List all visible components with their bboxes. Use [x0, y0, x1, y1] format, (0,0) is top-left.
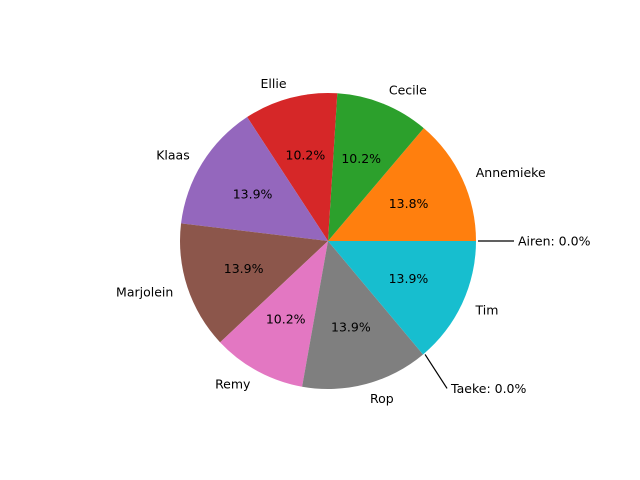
slice-percent-ellie: 10.2%	[286, 148, 326, 163]
slice-percent-cecile: 10.2%	[341, 151, 381, 166]
slice-label-remy: Remy	[215, 377, 251, 392]
slice-label-rop: Rop	[370, 391, 394, 406]
slice-percent-rop: 13.9%	[331, 319, 371, 334]
percent-labels: 13.8% 10.2% 10.2% 13.9% 13.9% 10.2% 13.9% 13.9%	[224, 148, 429, 335]
slice-label-klaas: Klaas	[156, 148, 190, 163]
slice-tim	[328, 241, 476, 355]
slice-klaas	[181, 117, 328, 241]
slice-label-annemieke: Annemieke	[476, 165, 546, 180]
slice-percent-klaas: 13.9%	[233, 187, 273, 202]
slice-percent-annemieke: 13.8%	[389, 196, 429, 211]
slice-label-marjolein: Marjolein	[116, 284, 173, 299]
callout-label-taeke: Taeke: 0.0%	[450, 381, 526, 396]
pie-slices	[180, 93, 476, 389]
slice-cecile	[328, 93, 424, 241]
slice-label-tim: Tim	[475, 302, 499, 317]
callout-label-airen: Airen: 0.0%	[518, 234, 591, 249]
callout-line-taeke	[424, 354, 448, 389]
slice-percent-remy: 10.2%	[266, 312, 306, 327]
slice-percent-tim: 13.9%	[389, 271, 429, 286]
slice-rop	[302, 241, 424, 389]
slice-percent-marjolein: 13.9%	[224, 261, 264, 276]
slice-marjolein	[180, 223, 328, 343]
slice-remy	[220, 241, 328, 387]
slice-annemieke	[328, 128, 476, 241]
slice-label-ellie: Ellie	[261, 76, 287, 91]
callout-annotations: Airen: 0.0% Taeke: 0.0%	[424, 234, 591, 396]
slice-label-cecile: Cecile	[389, 83, 427, 98]
slice-labels: Annemieke Cecile Ellie Klaas Marjolein Remy Ro…	[116, 76, 546, 406]
slice-ellie	[247, 93, 338, 241]
